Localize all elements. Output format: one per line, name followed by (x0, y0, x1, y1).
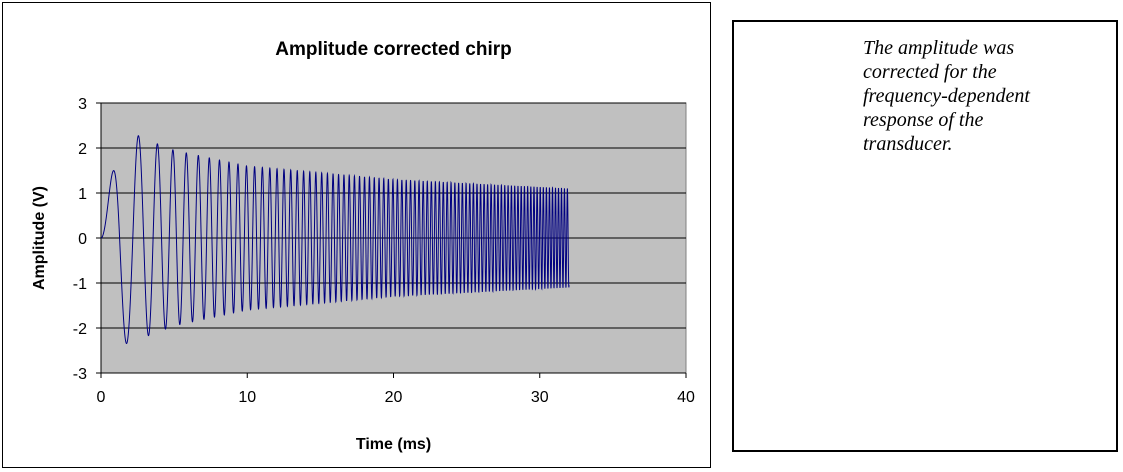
annotation-line: frequency-dependent (863, 85, 1030, 107)
y-tick-label: 1 (78, 186, 87, 203)
x-tick-label: 10 (238, 389, 256, 406)
annotation-line: transducer. (863, 133, 953, 155)
y-tick-label: 0 (78, 231, 87, 248)
annotation-line: response of the (863, 109, 984, 131)
chart-title: Amplitude corrected chirp (275, 39, 512, 60)
y-tick-label: -3 (73, 366, 87, 383)
x-tick-label: 0 (97, 389, 106, 406)
y-axis-label: Amplitude (V) (31, 186, 48, 290)
chart-svg: Amplitude corrected chirp -3 -2 -1 0 1 2 3 0 10… (31, 39, 695, 453)
y-tick-label: -2 (73, 321, 87, 338)
annotation-box: The amplitude was corrected for the freq… (732, 20, 1118, 452)
y-tick-labels: -3 -2 -1 0 1 2 3 (73, 96, 87, 383)
x-tick-labels: 0 10 20 30 40 (97, 389, 695, 406)
annotation-text: The amplitude was corrected for the freq… (863, 36, 1113, 156)
grid-lines (101, 102, 686, 329)
chart-frame: Amplitude corrected chirp -3 -2 -1 0 1 2 3 0 10… (2, 2, 711, 468)
x-tick-label: 30 (531, 389, 549, 406)
y-tick-label: -1 (73, 276, 87, 293)
chirp-series-line (100, 135, 570, 344)
annotation-line: The amplitude was (863, 37, 1015, 59)
annotation-line: corrected for the (863, 61, 997, 83)
x-tick-label: 20 (385, 389, 403, 406)
y-tick-label: 3 (78, 96, 87, 113)
x-axis-label: Time (ms) (356, 436, 431, 453)
y-tick-label: 2 (78, 141, 87, 158)
x-tick-label: 40 (677, 389, 695, 406)
